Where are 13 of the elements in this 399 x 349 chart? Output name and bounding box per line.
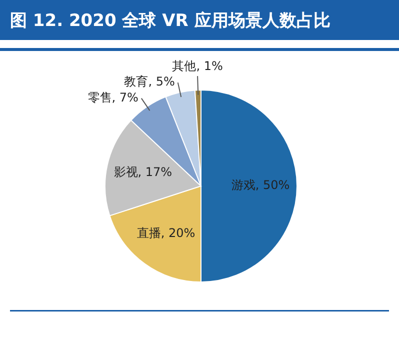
data-label: , 20% [160, 226, 196, 240]
slice-label: 教育 [124, 74, 148, 89]
data-label: , 50% [255, 178, 290, 192]
slice-label: 影视 [114, 165, 138, 180]
data-label: , 7% [112, 90, 138, 105]
slice-label: 游戏 [231, 178, 256, 192]
chart-title: 图 12. 2020 全球 VR 应用场景人数占比 [10, 11, 330, 31]
data-label: , 17% [138, 165, 172, 180]
data-label: , 5% [148, 74, 175, 89]
slice-label: 零售 [88, 90, 112, 105]
slice-label: 直播 [136, 226, 161, 240]
data-label: , 1% [196, 59, 223, 74]
slice-label: 其他 [172, 59, 196, 74]
